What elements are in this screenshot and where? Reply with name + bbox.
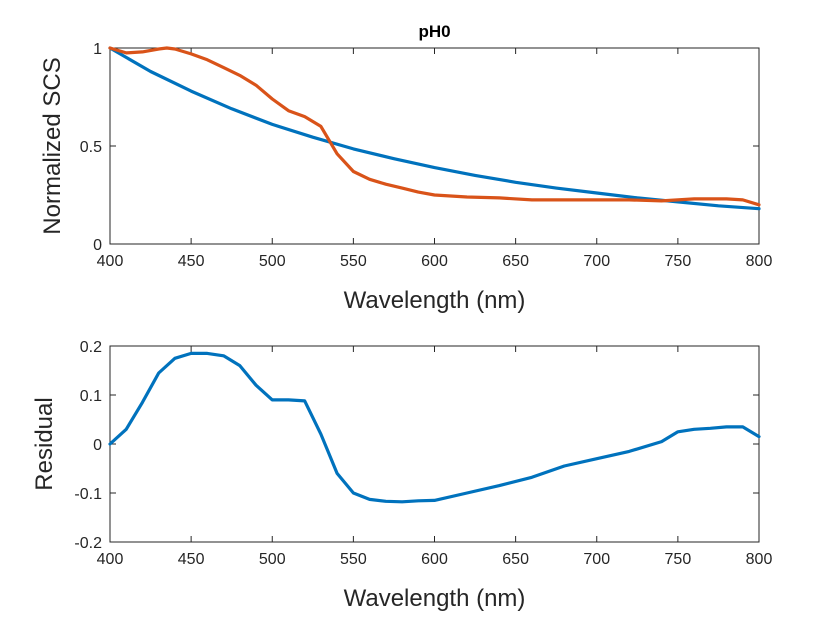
bottom-subplot: Wavelength (nm) Residual 400 450 500 550 600… (31, 339, 772, 612)
top-y-tick-label: 1 (93, 41, 102, 58)
bottom-y-tick-label: 0.1 (80, 388, 102, 405)
bottom-axis-ticks: 400 450 500 550 600 650 700 750 800 -0.2 -0.1 0 0.1 0… (74, 339, 772, 568)
bottom-x-axis-label: Wavelength (nm) (344, 585, 526, 612)
bottom-series-group (108, 351, 761, 504)
top-x-tick-label: 600 (421, 253, 448, 270)
top-y-tick-label: 0.5 (80, 139, 102, 156)
bottom-x-tick-label: 450 (178, 551, 205, 568)
bottom-x-tick-label: 500 (259, 551, 286, 568)
top-x-tick-label: 700 (583, 253, 610, 270)
bottom-y-tick-label: 0.2 (80, 339, 102, 356)
bottom-x-tick-label: 700 (583, 551, 610, 568)
bottom-x-tick-label: 750 (665, 551, 692, 568)
bottom-y-tick-label: -0.2 (74, 535, 102, 552)
top-x-tick-label: 550 (340, 253, 367, 270)
top-series-line-1 (108, 46, 761, 207)
top-subplot: pH0 Wavelength (nm) Normalized SCS 400 45… (39, 22, 772, 314)
top-x-tick-label: 750 (665, 253, 692, 270)
bottom-series-line-0 (108, 351, 761, 504)
bottom-x-tick-label: 550 (340, 551, 367, 568)
top-axis-ticks: 400 450 500 550 600 650 700 750 800 0 0.5 1 (80, 41, 773, 270)
bottom-y-tick-label: -0.1 (74, 486, 102, 503)
top-x-tick-label: 400 (97, 253, 124, 270)
top-series-group (108, 46, 761, 211)
top-y-tick-label: 0 (93, 237, 102, 254)
bottom-x-tick-label: 600 (421, 551, 448, 568)
bottom-x-tick-label: 650 (502, 551, 529, 568)
top-y-axis-label: Normalized SCS (39, 57, 66, 234)
top-x-tick-label: 450 (178, 253, 205, 270)
top-x-tick-label: 800 (746, 253, 773, 270)
bottom-y-axis-label: Residual (31, 397, 58, 490)
bottom-y-tick-label: 0 (93, 437, 102, 454)
top-x-tick-label: 650 (502, 253, 529, 270)
top-chart-title: pH0 (418, 22, 450, 41)
bottom-x-tick-label: 400 (97, 551, 124, 568)
top-x-tick-label: 500 (259, 253, 286, 270)
top-x-axis-label: Wavelength (nm) (344, 287, 526, 314)
bottom-x-tick-label: 800 (746, 551, 773, 568)
